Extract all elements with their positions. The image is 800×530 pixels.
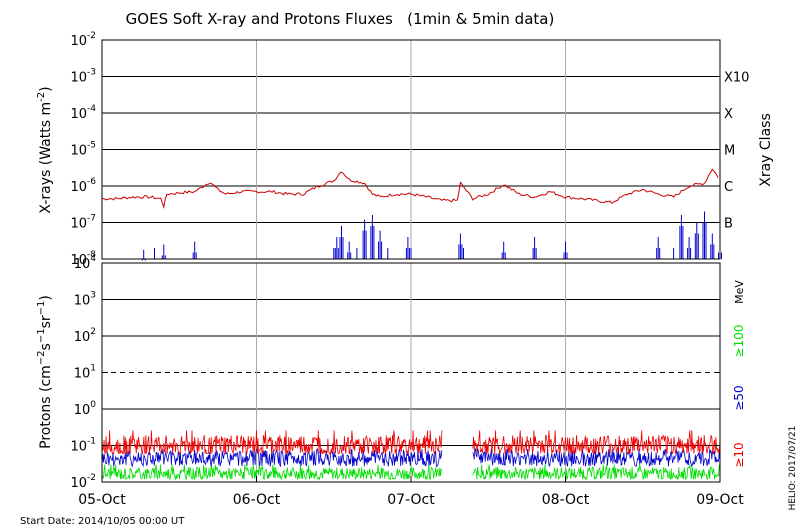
proton-y-tick-label: 101 [74, 364, 96, 382]
xray-y-tick-label: 10-4 [70, 104, 96, 122]
xray-ylabel-base: X-rays (Watts m [38, 102, 54, 214]
proton-y-tick-label: 10-2 [70, 473, 96, 491]
xray-class-axis-label: Xray Class [758, 113, 774, 187]
proton-y-tick-label: 100 [74, 400, 97, 418]
x-axis-tick-label: 07-Oct [387, 492, 435, 508]
proton-y-axis-label: Protons (cm−2s−1sr−1) [36, 295, 54, 449]
xray-class-label: B [724, 217, 733, 232]
proton-y-tick-label: 102 [74, 327, 96, 345]
proton-panel: 10-2 10-1 100 101 102 103 104 ≥100 ≥50 ≥10 MeV P… [36, 254, 746, 491]
xray-ylabel-exp: -2 [36, 92, 47, 102]
chart-title: GOES Soft X-ray and Protons Fluxes (1min… [126, 10, 555, 28]
xray-y-tick-label: 10-2 [70, 31, 96, 49]
proton-y-tick-label: 104 [74, 254, 97, 272]
xray-y-tick-labels: 10-8 10-7 10-6 10-5 10-4 10-3 10-2 [70, 31, 720, 268]
x-axis-tick-label: 09-Oct [696, 492, 744, 508]
x-axis-tick-labels: 05-Oct 06-Oct 07-Oct 08-Oct 09-Oct [78, 476, 744, 508]
proton-legend-label: ≥10 [732, 442, 746, 467]
xray-y-tick-label: 10-3 [70, 68, 96, 86]
xray-y-axis-label: X-rays (Watts m-2) [36, 86, 54, 213]
x-axis-tick-label: 05-Oct [78, 492, 126, 508]
xray-class-labels: X10 X M C B [724, 71, 749, 232]
xray-class-label: X [724, 107, 733, 122]
helio-credit-label: HELIO: 2017/07/21 [788, 426, 798, 511]
xray-gridlines [102, 40, 720, 259]
xray-y-tick-label: 10-6 [70, 177, 96, 195]
xray-class-label: M [724, 144, 735, 159]
proton-series-group [101, 430, 721, 481]
xray-series-group [101, 168, 722, 261]
xray-y-tick-label: 10-7 [70, 214, 96, 232]
proton-legend-label: ≥50 [732, 385, 746, 410]
xray-ylabel-close: ) [38, 86, 54, 91]
proton-y-tick-labels: 10-2 10-1 100 101 102 103 104 [70, 254, 720, 491]
xray-class-label: X10 [724, 71, 749, 86]
proton-unit-label: MeV [733, 280, 746, 304]
proton-series-line [101, 430, 721, 456]
xray-class-label: C [724, 180, 733, 195]
xray-y-tick-label: 10-5 [70, 141, 96, 159]
xray-y-tick-label: 10-8 [70, 250, 96, 268]
proton-series-line [101, 447, 721, 468]
proton-legend: ≥100 ≥50 ≥10 [732, 325, 746, 468]
xray-long-series-line [101, 168, 719, 209]
start-date-label: Start Date: 2014/10/05 00:00 UT [20, 516, 185, 527]
proton-series-line [101, 464, 721, 481]
proton-legend-label: ≥100 [732, 325, 746, 358]
xray-panel: 10-8 10-7 10-6 10-5 10-4 10-3 10-2 X10 X M C B Xra… [36, 31, 774, 268]
x-axis-tick-label: 06-Oct [233, 492, 281, 508]
x-axis-tick-label: 08-Oct [542, 492, 590, 508]
proton-y-tick-label: 10-1 [70, 437, 96, 455]
proton-y-tick-label: 103 [74, 291, 96, 309]
